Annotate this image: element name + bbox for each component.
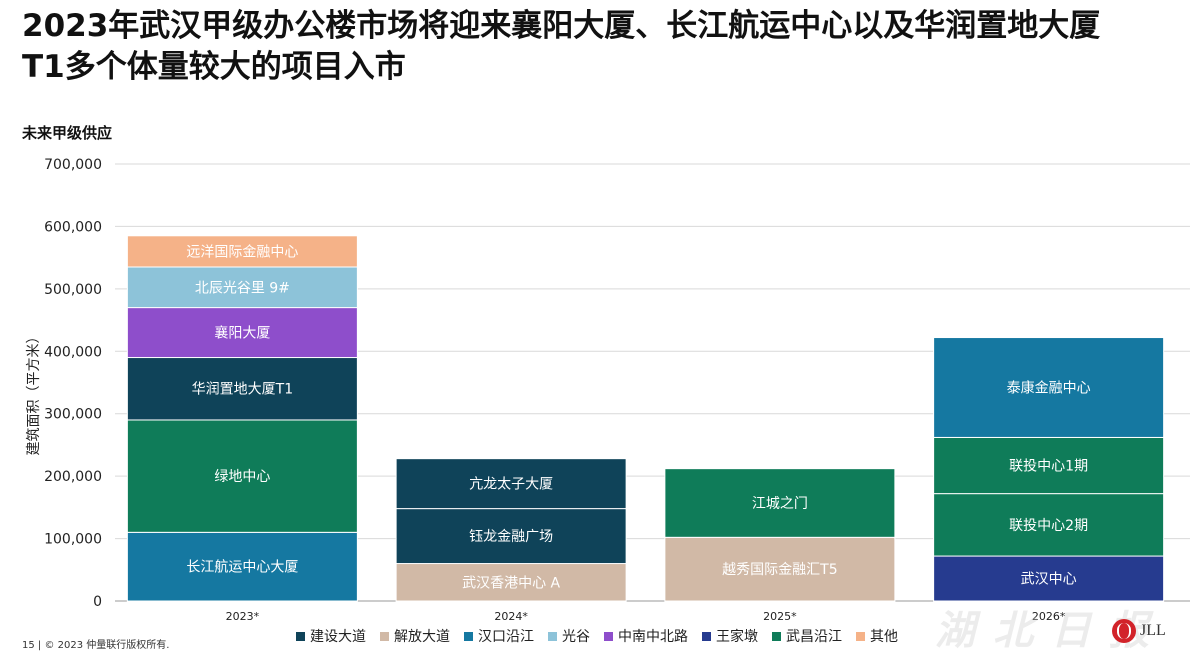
legend-item: 王家墩: [702, 626, 758, 646]
segment-label: 联投中心1期: [1009, 459, 1088, 475]
legend-swatch: [548, 631, 557, 641]
y-tick-label: 100,000: [44, 532, 102, 548]
segment-label: 武汉中心: [1021, 572, 1077, 588]
bar-segment: [126, 531, 358, 602]
y-tick-label: 200,000: [44, 469, 102, 485]
legend-swatch: [380, 631, 389, 641]
jll-logo-icon: [1112, 619, 1136, 643]
bar-segment: [933, 337, 1165, 438]
legend-swatch: [772, 631, 781, 641]
legend-item: 解放大道: [380, 626, 450, 646]
legend-label: 武昌沿江: [786, 629, 842, 645]
segment-label: 亢龙太子大厦: [469, 476, 553, 493]
footer-copyright: 15 | © 2023 仲量联行版权所有.: [22, 640, 170, 651]
y-tick-label: 300,000: [44, 407, 102, 423]
legend-swatch: [296, 631, 305, 641]
segment-label: 泰康金融中心: [1007, 379, 1091, 396]
legend-item: 光谷: [548, 626, 590, 646]
segment-label: 武汉香港中心 A: [462, 575, 560, 591]
segment-label: 钰龙金融广场: [469, 529, 553, 545]
legend-item: 中南中北路: [604, 626, 688, 646]
y-tick-label: 600,000: [44, 219, 102, 235]
bar-segment: [664, 468, 896, 538]
jll-logo-text: JLL: [1140, 622, 1166, 639]
legend-label: 建设大道: [310, 629, 366, 645]
bar-segment: [126, 307, 358, 359]
chart-legend: 建设大道 解放大道 汉口沿江 光谷 中南中北路 王家墩 武昌沿江 其他: [296, 626, 898, 646]
bar-segment: [395, 563, 627, 602]
segment-label: 襄阳大厦: [214, 326, 270, 342]
x-tick-label: 2024*: [494, 610, 528, 623]
legend-swatch: [464, 631, 473, 641]
segment-label: 联投中心2期: [1009, 518, 1088, 534]
segment-label: 越秀国际金融汇T5: [722, 562, 837, 578]
bar-segment: [933, 555, 1165, 602]
bar-segment: [126, 235, 358, 268]
legend-item: 建设大道: [296, 626, 366, 646]
segment-label: 华润置地大厦T1: [192, 382, 293, 398]
y-tick-label: 0: [93, 594, 102, 610]
bar-segment: [126, 419, 358, 533]
bar-segment: [933, 436, 1165, 495]
segment-label: 远洋国际金融中心: [186, 244, 298, 260]
legend-swatch: [604, 631, 613, 641]
legend-swatch: [856, 631, 865, 641]
jll-logo: JLL: [1112, 619, 1166, 643]
bar-segment: [126, 266, 358, 309]
segment-label: 长江航运中心大厦: [186, 560, 298, 576]
x-tick-label: 2025*: [763, 610, 797, 623]
bar-segment: [126, 357, 358, 421]
y-tick-label: 400,000: [44, 344, 102, 360]
chart-subtitle: 未来甲级供应: [22, 124, 113, 142]
y-tick-label: 500,000: [44, 282, 102, 298]
bar-segment: [933, 493, 1165, 557]
segment-label: 绿地中心: [214, 469, 270, 485]
bar-segment: [395, 458, 627, 510]
y-axis-label: 建筑面积（平方米）: [26, 330, 42, 456]
legend-item: 武昌沿江: [772, 626, 842, 646]
legend-label: 解放大道: [394, 629, 450, 645]
legend-label: 光谷: [562, 629, 590, 645]
legend-item: 其他: [856, 626, 898, 646]
y-tick-label: 700,000: [44, 157, 102, 173]
bar-segment: [395, 508, 627, 565]
segment-label: 江城之门: [752, 496, 808, 512]
legend-label: 汉口沿江: [478, 629, 534, 645]
x-tick-label: 2023*: [226, 610, 260, 623]
legend-label: 王家墩: [716, 629, 758, 645]
page-title: 2023年武汉甲级办公楼市场将迎来襄阳大厦、长江航运中心以及华润置地大厦T1多个…: [22, 8, 1101, 85]
bar-segment: [664, 536, 896, 602]
legend-label: 中南中北路: [618, 629, 688, 645]
segment-label: 北辰光谷里 9#: [195, 280, 290, 296]
legend-label: 其他: [870, 629, 898, 645]
legend-swatch: [702, 631, 711, 641]
x-tick-label: 2026*: [1032, 610, 1066, 623]
legend-item: 汉口沿江: [464, 626, 534, 646]
